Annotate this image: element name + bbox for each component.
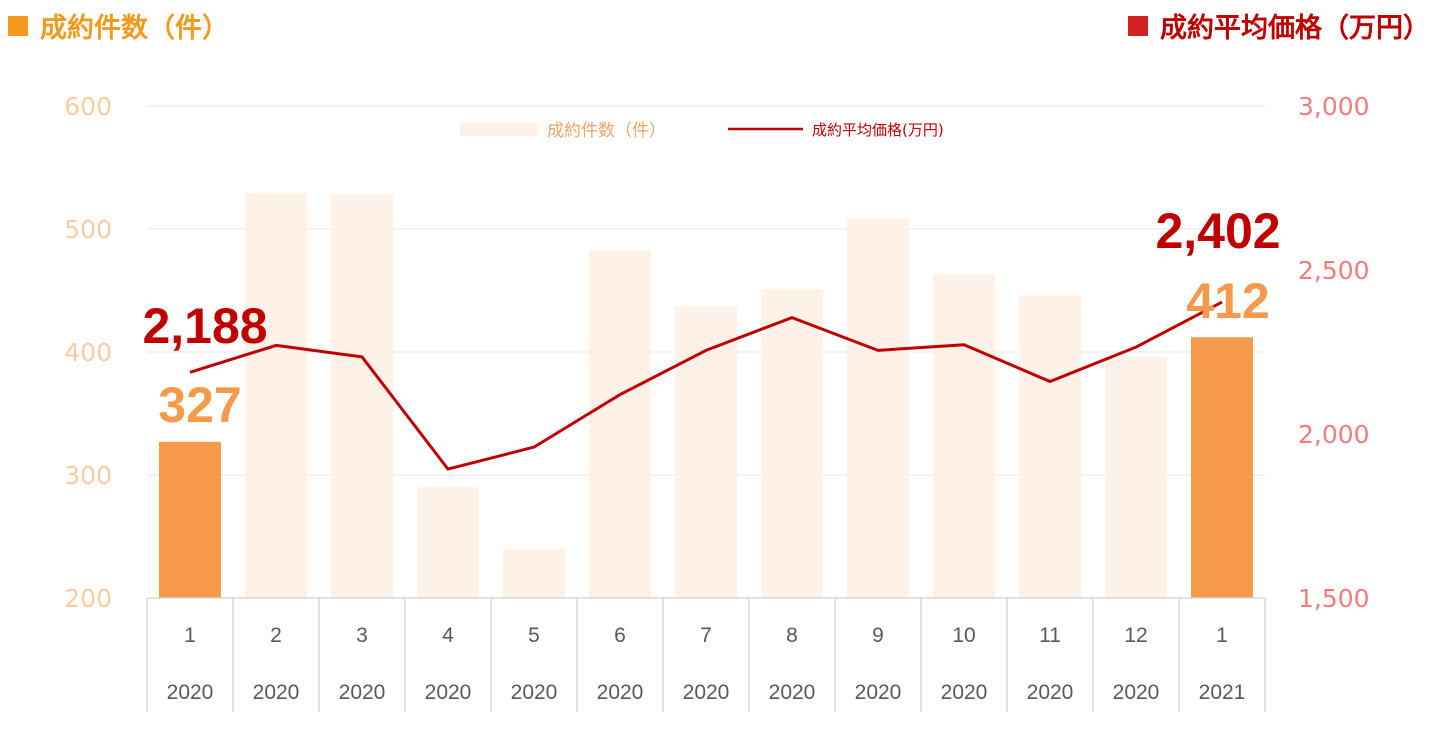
bar [1019, 295, 1081, 598]
first-price-label: 2,188 [142, 298, 267, 354]
x-month-label: 6 [614, 624, 626, 647]
x-year-label: 2020 [1113, 681, 1160, 704]
bar [1105, 356, 1167, 598]
x-year-label: 2021 [1199, 681, 1246, 704]
legend-bar-label: 成約件数（件） [547, 121, 666, 141]
x-month-label: 1 [184, 624, 196, 647]
bar-series-marker [8, 15, 28, 36]
legend: 成約件数（件） 成約平均価格(万円) [460, 121, 944, 141]
x-month-label: 8 [786, 624, 798, 647]
x-month-label: 12 [1124, 624, 1147, 647]
right-tick-label: 1,500 [1298, 584, 1370, 613]
x-year-label: 2020 [511, 681, 558, 704]
x-year-label: 2020 [253, 681, 300, 704]
x-month-label: 7 [700, 624, 712, 647]
x-year-label: 2020 [941, 681, 988, 704]
x-year-label: 2020 [339, 681, 386, 704]
right-axis-title-text: 成約平均価格（万円） [1160, 13, 1430, 44]
left-tick-label: 400 [64, 338, 112, 367]
left-axis-title: 成約件数（件） [8, 6, 229, 45]
bar [245, 193, 307, 598]
left-axis-title-text: 成約件数（件） [40, 13, 229, 44]
x-year-label: 2020 [1027, 681, 1074, 704]
x-month-label: 11 [1039, 624, 1061, 647]
bar [675, 306, 737, 598]
bar [761, 289, 823, 598]
bar [159, 441, 221, 598]
left-tick-label: 600 [64, 92, 112, 121]
legend-line-label: 成約平均価格(万円) [812, 121, 944, 139]
x-month-label: 2 [270, 624, 282, 647]
bar [847, 217, 909, 598]
bar [1191, 337, 1253, 598]
legend-bar-swatch [460, 122, 538, 136]
line-series-marker [1128, 15, 1148, 36]
bar [417, 487, 479, 598]
left-tick-label: 200 [64, 584, 112, 613]
bar [503, 548, 565, 598]
last-price-label: 2,402 [1155, 203, 1280, 259]
left-tick-label: 500 [64, 215, 112, 244]
x-year-label: 2020 [167, 681, 214, 704]
x-month-label: 1 [1216, 624, 1228, 647]
bar [589, 251, 651, 598]
last-count-label: 412 [1186, 273, 1269, 329]
right-axis-title: 成約平均価格（万円） [1128, 6, 1430, 45]
x-year-label: 2020 [855, 681, 902, 704]
x-year-label: 2020 [597, 681, 644, 704]
x-year-label: 2020 [425, 681, 472, 704]
left-tick-label: 300 [64, 461, 112, 490]
bar [331, 194, 393, 598]
price-line [189, 300, 1223, 471]
right-tick-label: 2,500 [1298, 256, 1370, 285]
first-count-label: 327 [158, 377, 241, 433]
x-month-label: 9 [872, 624, 884, 647]
bar [933, 274, 995, 598]
right-tick-label: 3,000 [1298, 92, 1370, 121]
x-month-label: 10 [952, 624, 975, 647]
x-month-label: 5 [528, 624, 540, 647]
right-tick-label: 2,000 [1298, 420, 1370, 449]
x-month-label: 4 [442, 624, 454, 647]
x-year-label: 2020 [683, 681, 730, 704]
x-year-label: 2020 [769, 681, 816, 704]
x-month-label: 3 [356, 624, 368, 647]
